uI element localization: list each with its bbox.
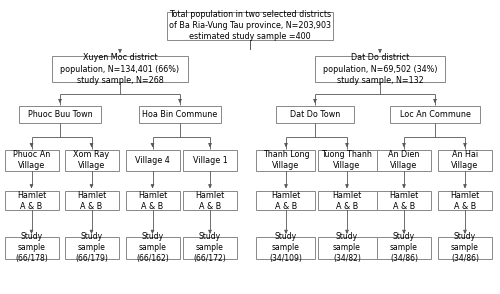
FancyBboxPatch shape <box>64 150 118 171</box>
FancyBboxPatch shape <box>126 191 180 210</box>
FancyBboxPatch shape <box>126 237 180 259</box>
Text: Village 4: Village 4 <box>135 156 170 165</box>
Text: Loc An Commune: Loc An Commune <box>400 110 470 119</box>
FancyBboxPatch shape <box>183 191 237 210</box>
Text: Hamlet
A & B: Hamlet A & B <box>196 191 224 211</box>
Text: Hamlet
A & B: Hamlet A & B <box>332 191 362 211</box>
FancyBboxPatch shape <box>377 237 431 259</box>
Text: Phuoc Buu Town: Phuoc Buu Town <box>28 110 92 119</box>
Text: An Hai
Village: An Hai Village <box>452 150 478 170</box>
Text: Study
sample
(34/86): Study sample (34/86) <box>451 232 479 263</box>
FancyBboxPatch shape <box>318 237 376 259</box>
Text: Tuong Thanh
Village: Tuong Thanh Village <box>322 150 372 170</box>
FancyBboxPatch shape <box>438 237 492 259</box>
Text: Study
sample
(66/179): Study sample (66/179) <box>75 232 108 263</box>
Text: Dat Do district
population, N=69,502 (34%)
study sample, N=132: Dat Do district population, N=69,502 (34… <box>323 54 437 85</box>
Text: Study
sample
(66/172): Study sample (66/172) <box>194 232 226 263</box>
FancyBboxPatch shape <box>318 150 376 171</box>
FancyBboxPatch shape <box>64 237 118 259</box>
Text: Thanh Long
Village: Thanh Long Village <box>262 150 310 170</box>
FancyBboxPatch shape <box>4 237 59 259</box>
Text: Village 1: Village 1 <box>192 156 228 165</box>
Text: Hamlet
A & B: Hamlet A & B <box>272 191 300 211</box>
FancyBboxPatch shape <box>138 106 221 123</box>
Text: Study
sample
(34/82): Study sample (34/82) <box>333 232 361 263</box>
Text: Study
sample
(66/178): Study sample (66/178) <box>15 232 48 263</box>
Text: Dat Do Town: Dat Do Town <box>290 110 340 119</box>
Text: Study
sample
(34/86): Study sample (34/86) <box>390 232 418 263</box>
FancyBboxPatch shape <box>183 237 237 259</box>
FancyBboxPatch shape <box>183 150 237 171</box>
Text: Hamlet
A & B: Hamlet A & B <box>77 191 106 211</box>
FancyBboxPatch shape <box>256 191 316 210</box>
FancyBboxPatch shape <box>64 191 118 210</box>
FancyBboxPatch shape <box>168 12 332 40</box>
Text: An Dien
Village: An Dien Village <box>388 150 420 170</box>
Text: Hamlet
A & B: Hamlet A & B <box>17 191 46 211</box>
FancyBboxPatch shape <box>4 150 59 171</box>
Text: Xom Ray
Village: Xom Ray Village <box>74 150 110 170</box>
Text: Study
sample
(34/109): Study sample (34/109) <box>270 232 302 263</box>
Text: Hamlet
A & B: Hamlet A & B <box>138 191 167 211</box>
Text: Hamlet
A & B: Hamlet A & B <box>390 191 418 211</box>
Text: Total population in two selected districts
of Ba Ria-Vung Tau province, N=203,90: Total population in two selected distric… <box>169 10 331 41</box>
Text: Hamlet
A & B: Hamlet A & B <box>450 191 480 211</box>
FancyBboxPatch shape <box>315 56 445 82</box>
Text: Study
sample
(66/162): Study sample (66/162) <box>136 232 169 263</box>
FancyBboxPatch shape <box>377 150 431 171</box>
FancyBboxPatch shape <box>318 191 376 210</box>
Text: Xuyen Moc district
population, N=134,401 (66%)
study sample, N=268: Xuyen Moc district population, N=134,401… <box>60 54 180 85</box>
FancyBboxPatch shape <box>18 106 101 123</box>
FancyBboxPatch shape <box>256 237 316 259</box>
FancyBboxPatch shape <box>52 56 188 82</box>
FancyBboxPatch shape <box>377 191 431 210</box>
FancyBboxPatch shape <box>4 191 59 210</box>
FancyBboxPatch shape <box>276 106 354 123</box>
Text: Hoa Bin Commune: Hoa Bin Commune <box>142 110 218 119</box>
FancyBboxPatch shape <box>256 150 316 171</box>
FancyBboxPatch shape <box>126 150 180 171</box>
FancyBboxPatch shape <box>390 106 480 123</box>
Text: Phuoc An
Village: Phuoc An Village <box>13 150 50 170</box>
FancyBboxPatch shape <box>438 150 492 171</box>
FancyBboxPatch shape <box>438 191 492 210</box>
